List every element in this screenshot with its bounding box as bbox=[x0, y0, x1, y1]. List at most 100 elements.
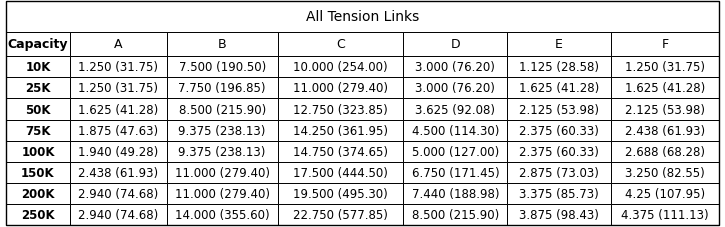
Text: 11.000 (279.40): 11.000 (279.40) bbox=[175, 166, 270, 179]
Bar bbox=[611, 99, 719, 120]
Bar bbox=[403, 162, 507, 183]
Text: 1.625 (41.28): 1.625 (41.28) bbox=[625, 82, 705, 95]
Text: 8.500 (215.90): 8.500 (215.90) bbox=[178, 103, 266, 116]
Text: 1.940 (49.28): 1.940 (49.28) bbox=[78, 145, 159, 158]
Text: F: F bbox=[661, 38, 668, 51]
Bar bbox=[6, 141, 70, 162]
Bar bbox=[6, 120, 70, 141]
Bar bbox=[278, 204, 403, 225]
Text: 1.250 (31.75): 1.250 (31.75) bbox=[78, 61, 158, 74]
Bar bbox=[611, 78, 719, 99]
Text: 100K: 100K bbox=[21, 145, 54, 158]
Bar bbox=[403, 183, 507, 204]
Bar bbox=[167, 32, 278, 57]
Bar bbox=[403, 141, 507, 162]
Bar bbox=[70, 183, 167, 204]
Bar bbox=[507, 162, 611, 183]
Text: 11.000 (279.40): 11.000 (279.40) bbox=[175, 187, 270, 200]
Text: 3.875 (98.43): 3.875 (98.43) bbox=[519, 208, 599, 221]
Text: 2.940 (74.68): 2.940 (74.68) bbox=[78, 187, 159, 200]
Bar bbox=[507, 141, 611, 162]
Bar bbox=[167, 57, 278, 78]
Bar bbox=[507, 32, 611, 57]
Bar bbox=[611, 141, 719, 162]
Text: 250K: 250K bbox=[21, 208, 55, 221]
Text: 3.000 (76.20): 3.000 (76.20) bbox=[415, 61, 495, 74]
Bar bbox=[611, 204, 719, 225]
Text: 14.250 (361.95): 14.250 (361.95) bbox=[293, 124, 388, 137]
Bar bbox=[507, 204, 611, 225]
Text: D: D bbox=[450, 38, 460, 51]
Bar bbox=[167, 162, 278, 183]
Text: 2.688 (68.28): 2.688 (68.28) bbox=[625, 145, 705, 158]
Text: 25K: 25K bbox=[25, 82, 51, 95]
Text: 8.500 (215.90): 8.500 (215.90) bbox=[412, 208, 499, 221]
Text: 14.750 (374.65): 14.750 (374.65) bbox=[293, 145, 388, 158]
Bar bbox=[611, 32, 719, 57]
Bar bbox=[278, 78, 403, 99]
Text: 19.500 (495.30): 19.500 (495.30) bbox=[293, 187, 388, 200]
Text: 10K: 10K bbox=[25, 61, 51, 74]
Bar bbox=[6, 162, 70, 183]
Text: 3.625 (92.08): 3.625 (92.08) bbox=[415, 103, 495, 116]
Text: 5.000 (127.00): 5.000 (127.00) bbox=[412, 145, 499, 158]
Text: 9.375 (238.13): 9.375 (238.13) bbox=[178, 124, 266, 137]
Bar bbox=[611, 57, 719, 78]
Bar bbox=[278, 141, 403, 162]
Text: C: C bbox=[336, 38, 345, 51]
Bar bbox=[403, 204, 507, 225]
Text: 2.125 (53.98): 2.125 (53.98) bbox=[519, 103, 599, 116]
Bar bbox=[167, 183, 278, 204]
Text: Capacity: Capacity bbox=[8, 38, 68, 51]
Text: 14.000 (355.60): 14.000 (355.60) bbox=[175, 208, 270, 221]
Text: 9.375 (238.13): 9.375 (238.13) bbox=[178, 145, 266, 158]
Text: 3.250 (82.55): 3.250 (82.55) bbox=[625, 166, 705, 179]
Bar bbox=[611, 183, 719, 204]
Text: 200K: 200K bbox=[21, 187, 54, 200]
Bar bbox=[278, 32, 403, 57]
Bar bbox=[70, 32, 167, 57]
Bar bbox=[70, 162, 167, 183]
Text: 7.750 (196.85): 7.750 (196.85) bbox=[178, 82, 266, 95]
Bar bbox=[70, 99, 167, 120]
Text: 6.750 (171.45): 6.750 (171.45) bbox=[412, 166, 499, 179]
Text: B: B bbox=[218, 38, 226, 51]
Text: 2.125 (53.98): 2.125 (53.98) bbox=[625, 103, 705, 116]
Bar bbox=[6, 183, 70, 204]
Text: 11.000 (279.40): 11.000 (279.40) bbox=[293, 82, 388, 95]
Bar bbox=[70, 141, 167, 162]
Text: 1.250 (31.75): 1.250 (31.75) bbox=[625, 61, 705, 74]
Bar bbox=[278, 57, 403, 78]
Bar bbox=[70, 120, 167, 141]
Text: 2.375 (60.33): 2.375 (60.33) bbox=[519, 124, 599, 137]
Bar bbox=[278, 183, 403, 204]
Text: 2.940 (74.68): 2.940 (74.68) bbox=[78, 208, 159, 221]
Text: 3.000 (76.20): 3.000 (76.20) bbox=[415, 82, 495, 95]
Bar bbox=[6, 204, 70, 225]
Text: 4.25 (107.95): 4.25 (107.95) bbox=[625, 187, 705, 200]
Text: 1.125 (28.58): 1.125 (28.58) bbox=[519, 61, 599, 74]
Bar bbox=[6, 99, 70, 120]
Bar bbox=[167, 141, 278, 162]
Bar bbox=[403, 78, 507, 99]
Bar bbox=[6, 57, 70, 78]
Bar bbox=[6, 2, 719, 32]
Bar bbox=[70, 204, 167, 225]
Text: 2.875 (73.03): 2.875 (73.03) bbox=[519, 166, 599, 179]
Bar bbox=[611, 120, 719, 141]
Text: 2.375 (60.33): 2.375 (60.33) bbox=[519, 145, 599, 158]
Text: 17.500 (444.50): 17.500 (444.50) bbox=[293, 166, 388, 179]
Bar bbox=[403, 99, 507, 120]
Text: 150K: 150K bbox=[21, 166, 55, 179]
Bar bbox=[507, 78, 611, 99]
Bar bbox=[6, 32, 70, 57]
Text: 1.625 (41.28): 1.625 (41.28) bbox=[78, 103, 159, 116]
Text: E: E bbox=[555, 38, 563, 51]
Text: A: A bbox=[114, 38, 123, 51]
Bar bbox=[167, 78, 278, 99]
Text: 2.438 (61.93): 2.438 (61.93) bbox=[625, 124, 705, 137]
Text: 7.440 (188.98): 7.440 (188.98) bbox=[412, 187, 499, 200]
Text: All Tension Links: All Tension Links bbox=[306, 10, 419, 24]
Bar bbox=[70, 57, 167, 78]
Bar bbox=[507, 99, 611, 120]
